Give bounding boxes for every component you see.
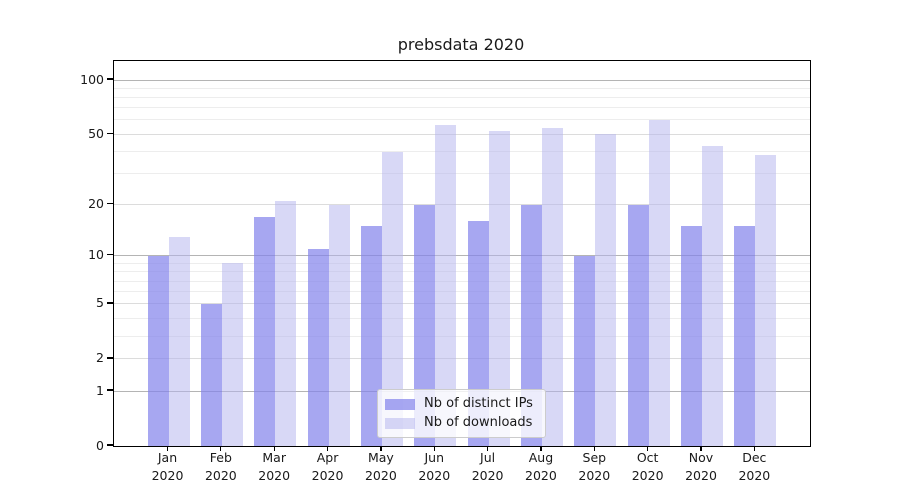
bar-downloads-apr — [328, 204, 350, 446]
x-tick-mark — [326, 446, 329, 451]
gridline-y-80 — [114, 97, 810, 98]
gridline-y-70 — [114, 107, 810, 109]
x-axis-tick-label: Oct 2020 — [631, 450, 664, 483]
legend-label: Nb of downloads — [424, 415, 533, 430]
gridline-y-7 — [114, 280, 810, 282]
legend-label: Nb of distinct IPs — [424, 396, 533, 411]
x-tick-mark — [700, 446, 702, 451]
y-axis-tick-label: 0 — [96, 437, 104, 453]
legend: Nb of distinct IPs Nb of downloads — [377, 389, 546, 438]
bar-downloads-aug — [541, 128, 563, 446]
gridline-y-4 — [114, 317, 810, 319]
gridline-y-20 — [114, 204, 810, 206]
x-axis-tick-label: Apr 2020 — [311, 450, 344, 483]
y-axis-tick-label: 5 — [96, 295, 104, 311]
x-axis-tick-label: Sep 2020 — [578, 450, 611, 483]
y-tick-mark — [107, 132, 113, 134]
y-axis-tick-label: 2 — [96, 350, 104, 366]
x-tick-mark — [433, 446, 435, 451]
gridline-y-100 — [114, 79, 810, 81]
x-tick-mark — [753, 446, 755, 451]
x-tick-mark — [166, 446, 169, 451]
bar-ips-jan — [147, 255, 169, 446]
bar-ips-nov — [681, 226, 702, 446]
bar-ips-dec — [734, 226, 756, 446]
y-tick-mark — [107, 202, 113, 205]
gridline-y-9 — [114, 262, 810, 264]
bar-downloads-jan — [168, 236, 190, 446]
legend-swatch-downloads — [385, 417, 415, 429]
gridline-y-30 — [114, 173, 810, 175]
x-axis-tick-label: Mar 2020 — [258, 450, 291, 483]
y-axis-tick-label: 100 — [80, 71, 104, 87]
chart-title: prebsdata 2020 — [397, 35, 525, 54]
bar-downloads-oct — [648, 120, 670, 446]
x-axis-tick-label: Jun 2020 — [418, 450, 451, 483]
x-axis-tick-label: Jul 2020 — [471, 450, 504, 483]
gridline-y-40 — [114, 151, 810, 152]
legend-swatch-distinct-ips — [385, 398, 415, 410]
bar-ips-oct — [627, 204, 649, 446]
bar-ips-may — [360, 226, 382, 446]
gridline-y-3 — [114, 335, 810, 337]
x-tick-mark — [273, 446, 275, 451]
x-tick-mark — [593, 446, 595, 451]
bar-downloads-dec — [755, 155, 777, 446]
gridline-y-5 — [114, 303, 810, 305]
gridline-y-8 — [114, 271, 810, 273]
gridline-y-6 — [114, 291, 810, 293]
legend-item-distinct-ips: Nb of distinct IPs — [385, 396, 545, 412]
bar-downloads-may — [381, 151, 403, 446]
legend-item-downloads: Nb of downloads — [385, 415, 545, 431]
x-axis-tick-label: Nov 2020 — [685, 450, 717, 483]
x-axis-tick-label: Feb 2020 — [204, 450, 237, 483]
bar-downloads-jun — [435, 125, 457, 446]
y-axis-tick-label: 1 — [96, 382, 104, 398]
x-tick-mark — [647, 446, 649, 451]
x-axis-tick-label: Jan 2020 — [151, 450, 184, 483]
plot-area — [113, 60, 811, 447]
gridline-y-60 — [114, 119, 810, 121]
x-axis-tick-label: May 2020 — [364, 450, 397, 483]
y-tick-mark — [107, 444, 113, 446]
x-tick-mark — [486, 446, 489, 451]
bar-downloads-jul — [488, 131, 510, 446]
x-tick-mark — [220, 446, 222, 451]
bar-ips-aug — [520, 204, 542, 446]
x-axis-tick-label: Aug 2020 — [525, 450, 557, 483]
gridline-y-90 — [114, 87, 810, 89]
y-tick-mark — [107, 254, 113, 256]
gridline-y-50 — [114, 133, 810, 135]
x-tick-mark — [380, 446, 382, 451]
y-tick-mark — [107, 357, 113, 359]
gridline-y-2 — [114, 358, 810, 360]
bar-ips-sep — [574, 255, 596, 446]
x-axis-tick-label: Dec 2020 — [738, 450, 771, 483]
bar-ips-feb — [200, 303, 222, 446]
y-tick-mark — [107, 389, 113, 391]
gridline-y-10 — [114, 255, 810, 257]
bar-downloads-sep — [595, 134, 617, 446]
x-tick-mark — [540, 446, 542, 451]
bar-ips-apr — [307, 248, 329, 446]
bar-ips-mar — [254, 216, 276, 446]
y-axis-tick-label: 20 — [88, 196, 104, 212]
y-axis-tick-label: 50 — [88, 125, 104, 141]
bar-downloads-feb — [221, 263, 243, 446]
bar-downloads-nov — [702, 145, 723, 446]
bar-ips-jun — [414, 204, 436, 446]
y-axis-tick-label: 10 — [88, 247, 104, 263]
y-tick-mark — [107, 302, 113, 304]
y-tick-mark — [107, 78, 113, 80]
bar-downloads-mar — [275, 200, 297, 446]
